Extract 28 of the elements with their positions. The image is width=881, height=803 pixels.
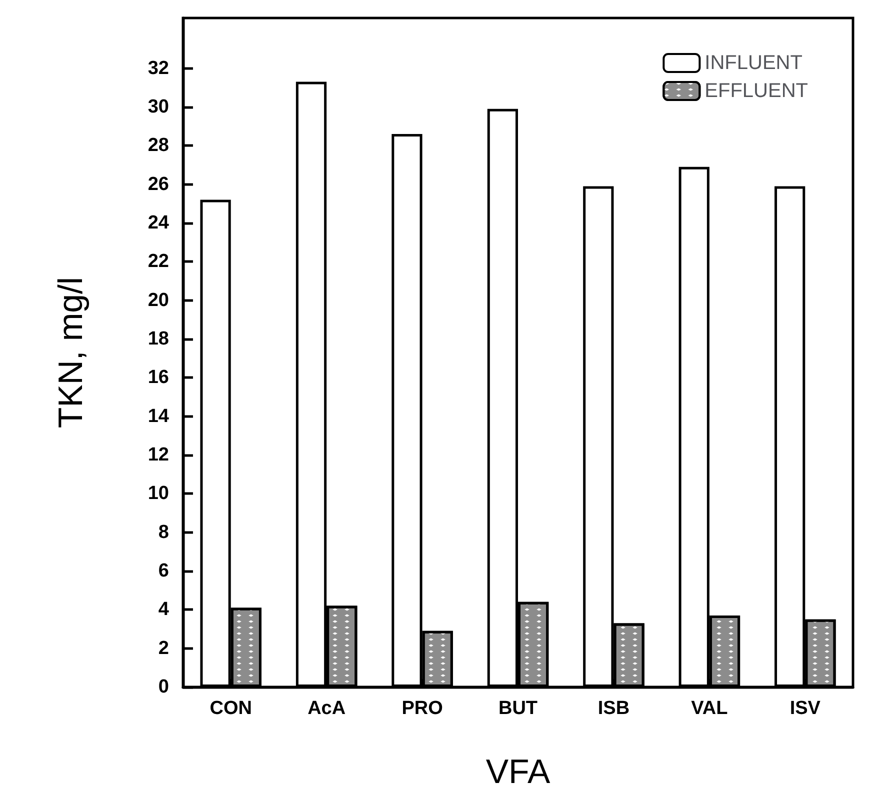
y-tick-label: 32 — [148, 58, 169, 79]
y-tick-label: 20 — [148, 290, 169, 311]
x-tick-label: BUT — [498, 698, 538, 719]
y-tick-label: 4 — [158, 599, 170, 620]
y-tick-label: 18 — [148, 328, 169, 350]
y-tick-label: 0 — [158, 676, 169, 698]
x-tick-label: AcA — [308, 698, 346, 719]
y-axis-title: TKN, mg/l — [52, 276, 90, 428]
y-tick-label: 30 — [148, 96, 169, 118]
y-tick-label: 12 — [148, 444, 169, 466]
y-tick-label: 24 — [148, 212, 170, 234]
y-tick-label: 28 — [148, 135, 169, 156]
y-tick-label: 22 — [148, 251, 169, 272]
x-tick-label: CON — [210, 698, 252, 719]
x-tick-label: ISB — [598, 698, 630, 719]
y-tick-label: 10 — [148, 483, 169, 504]
y-tick-label: 2 — [158, 638, 169, 659]
y-tick-label: 6 — [158, 560, 169, 582]
x-tick-label: VAL — [691, 698, 728, 719]
x-tick-label: PRO — [402, 698, 443, 719]
legend-label: EFFLUENT — [704, 80, 808, 102]
x-axis-title: VFA — [486, 753, 550, 791]
y-tick-label: 14 — [148, 406, 170, 427]
y-tick-label: 26 — [148, 174, 169, 195]
x-tick-label: ISV — [790, 698, 821, 719]
y-tick-label: 8 — [158, 522, 169, 543]
y-tick-label: 16 — [148, 367, 169, 388]
legend-label: INFLUENT — [704, 52, 802, 74]
